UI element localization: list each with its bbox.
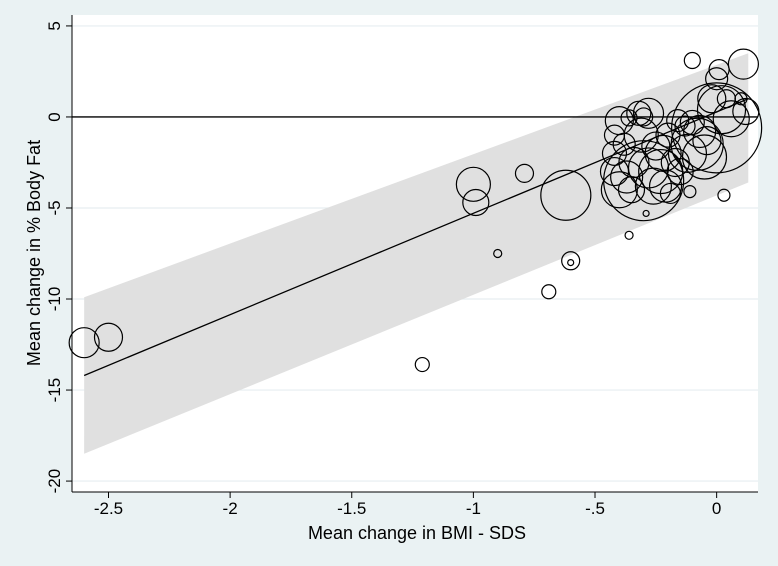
data-point xyxy=(679,109,705,136)
x-tick-label: -1.5 xyxy=(337,499,366,518)
data-point xyxy=(455,166,491,202)
axes xyxy=(71,15,758,493)
y-tick-label: -10 xyxy=(45,287,64,312)
prediction-band-layer xyxy=(84,53,749,454)
data-point xyxy=(514,163,535,183)
data-point xyxy=(683,114,717,149)
x-tick-label: -2.5 xyxy=(94,499,123,518)
data-point xyxy=(697,84,727,114)
x-tick-label: -2 xyxy=(223,499,238,518)
data-point xyxy=(692,126,722,156)
data-point xyxy=(667,133,708,173)
data-point xyxy=(618,146,650,179)
data-point xyxy=(600,171,638,209)
data-point xyxy=(705,67,729,91)
data-point xyxy=(540,169,592,221)
data-point xyxy=(670,117,724,171)
fit-line xyxy=(83,98,749,377)
x-tick-label: -1 xyxy=(466,499,481,518)
data-point xyxy=(644,134,682,172)
data-point xyxy=(683,184,697,199)
data-point xyxy=(567,259,575,267)
data-point xyxy=(414,356,430,373)
data-point xyxy=(93,322,124,352)
data-point xyxy=(683,51,701,70)
y-tick-label: -15 xyxy=(45,378,64,403)
data-point xyxy=(68,327,100,359)
data-point xyxy=(632,97,665,129)
y-tick-label: -20 xyxy=(45,469,64,494)
data-point xyxy=(561,251,581,271)
data-point xyxy=(620,109,638,127)
data-point xyxy=(732,97,760,126)
ticks: -2.5 -2 -1.5 -1 -.5 0 5 0 -5 -10 -15 -20 xyxy=(45,21,721,518)
x-tick-label: 0 xyxy=(712,499,721,518)
data-point xyxy=(674,115,696,137)
data-point xyxy=(671,82,763,174)
y-tick-label: 5 xyxy=(45,21,64,30)
lines-layer xyxy=(72,98,758,377)
x-axis-title: Mean change in BMI - SDS xyxy=(308,523,526,543)
data-point xyxy=(541,284,557,300)
data-point xyxy=(727,48,760,80)
data-point xyxy=(627,147,670,189)
data-point xyxy=(462,188,490,217)
data-point xyxy=(634,107,654,127)
data-point xyxy=(623,117,659,153)
data-point xyxy=(493,248,503,259)
data-point xyxy=(659,182,682,205)
data-point xyxy=(624,230,634,240)
data-point xyxy=(610,160,644,194)
data-point xyxy=(603,140,685,222)
data-point xyxy=(712,100,750,138)
x-tick-label: -.5 xyxy=(585,499,605,518)
data-point xyxy=(601,140,628,166)
prediction-band xyxy=(84,53,749,454)
y-tick-label: -5 xyxy=(45,200,64,215)
y-axis-title: Mean change in % Body Fat xyxy=(24,140,44,366)
data-points xyxy=(68,48,763,373)
data-point xyxy=(717,188,731,202)
y-tick-label: 0 xyxy=(45,112,64,121)
data-point xyxy=(642,209,650,218)
